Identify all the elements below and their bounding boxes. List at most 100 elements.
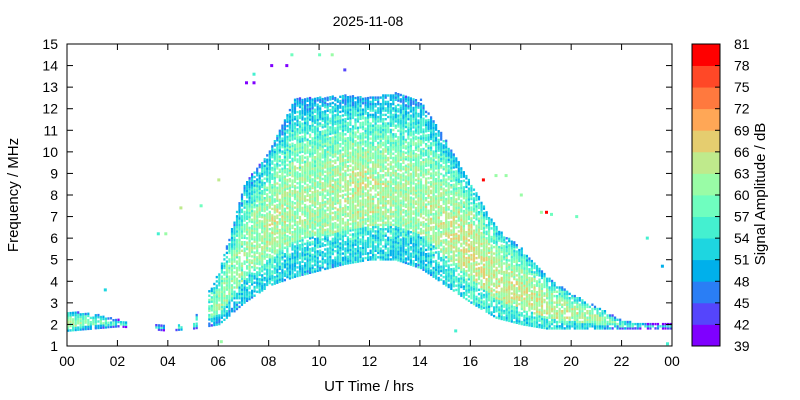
spectrogram-cell	[387, 200, 390, 203]
spectrogram-cell	[402, 94, 405, 98]
spectrogram-cell	[281, 256, 284, 259]
spectrogram-cell	[278, 203, 281, 206]
spectrogram-cell	[321, 147, 324, 150]
spectrogram-cell	[304, 117, 307, 120]
spectrogram-cell	[311, 268, 314, 272]
spectrogram-cell	[397, 226, 400, 230]
spectrogram-cell	[407, 251, 410, 255]
spectrogram-cell	[319, 215, 322, 218]
spectrogram-cell	[329, 247, 332, 250]
spectrogram-cell	[397, 192, 400, 195]
spectrogram-cell	[319, 118, 322, 121]
spectrogram-cell	[356, 128, 360, 132]
spectrogram-cell	[283, 263, 286, 267]
spectrogram-cell	[351, 190, 355, 193]
spectrogram-cell	[288, 240, 291, 243]
spectrogram-cell	[281, 200, 284, 203]
spectrogram-cell	[228, 247, 231, 250]
spectrogram-cell	[261, 222, 264, 225]
spectrogram-cell	[341, 127, 344, 130]
spectrogram-cell	[223, 314, 226, 317]
spectrogram-cell	[382, 98, 385, 101]
spectrogram-cell	[326, 174, 329, 177]
spectrogram-cell	[263, 257, 266, 260]
spectrogram-cell	[278, 211, 281, 214]
spectrogram-cell	[316, 125, 319, 128]
spectrogram-cell	[314, 233, 317, 236]
spectrogram-cell	[382, 230, 385, 233]
spectrogram-cell	[394, 143, 397, 147]
spectrogram-cell	[379, 165, 382, 168]
spectrogram-cell	[286, 144, 289, 147]
spectrogram-cell	[243, 299, 246, 302]
spectrogram-cell	[309, 155, 312, 158]
spectrogram-cell	[367, 224, 370, 227]
spectrogram-cell	[319, 204, 322, 207]
spectrogram-cell	[220, 290, 223, 293]
spectrogram-cell	[266, 165, 269, 168]
spectrogram-cell	[331, 149, 334, 152]
spectrogram-cell	[240, 269, 244, 272]
spectrogram-cell	[248, 181, 251, 184]
spectrogram-cell	[278, 265, 281, 268]
spectrogram-cell	[180, 328, 183, 331]
spectrogram-cell	[334, 129, 337, 132]
spectrogram-cell	[228, 297, 231, 300]
spectrogram-cell	[298, 231, 302, 234]
spectrogram-cell	[94, 320, 97, 323]
spectrogram-cell	[218, 322, 221, 326]
spectrogram-cell	[286, 174, 289, 177]
spectrogram-cell	[278, 190, 281, 193]
spectrogram-cell	[392, 169, 395, 173]
spectrogram-cell	[364, 110, 367, 113]
spectrogram-cell	[336, 148, 339, 151]
spectrogram-cell	[311, 171, 314, 175]
spectrogram-cell	[296, 227, 299, 230]
spectrogram-cell	[346, 115, 349, 118]
spectrogram-cell	[230, 241, 234, 244]
spectrogram-cell	[251, 225, 254, 228]
spectrogram-cell	[278, 252, 281, 255]
spectrogram-cell	[240, 208, 244, 211]
spectrogram-cell	[314, 166, 317, 170]
spectrogram-cell	[349, 121, 352, 124]
spectrogram-cell	[379, 251, 382, 255]
spectrogram-cell	[367, 142, 370, 145]
spectrogram-cell	[286, 142, 289, 145]
spectrogram-cell	[243, 225, 246, 229]
spectrogram-cell	[349, 95, 352, 98]
spectrogram-cell	[414, 265, 418, 268]
spectrogram-cell	[374, 150, 377, 153]
spectrogram-cell	[326, 131, 329, 134]
spectrogram-cell	[258, 202, 261, 205]
spectrogram-cell	[369, 221, 372, 224]
spectrogram-cell	[361, 209, 365, 213]
spectrogram-cell	[364, 170, 367, 173]
spectrogram-cell	[225, 286, 228, 289]
spectrogram-cell	[296, 115, 299, 118]
spectrogram-cell	[321, 266, 324, 269]
spectrogram-cell	[374, 105, 377, 108]
spectrogram-cell	[361, 175, 365, 178]
spectrogram-cell	[220, 310, 223, 313]
spectrogram-cell	[349, 250, 352, 254]
spectrogram-cell	[223, 310, 226, 313]
spectrogram-cell	[379, 180, 382, 183]
spectrogram-cell	[291, 138, 294, 141]
spectrogram-cell	[409, 123, 412, 126]
spectrogram-cell	[309, 269, 312, 272]
spectrogram-cell	[298, 244, 302, 247]
spectrogram-cell	[235, 303, 239, 306]
spectrogram-cell	[286, 172, 289, 175]
spectrogram-cell	[351, 259, 355, 262]
spectrogram-cell	[354, 226, 357, 229]
spectrogram-cell	[377, 163, 380, 166]
spectrogram-cell	[382, 187, 385, 190]
spectrogram-cell	[387, 141, 390, 145]
spectrogram-cell	[309, 206, 312, 210]
spectrogram-cell	[384, 200, 387, 203]
spectrogram-cell	[404, 257, 407, 260]
spectrogram-cell	[195, 318, 198, 321]
spectrogram-cell	[339, 179, 342, 183]
spectrogram-cell	[293, 133, 297, 136]
